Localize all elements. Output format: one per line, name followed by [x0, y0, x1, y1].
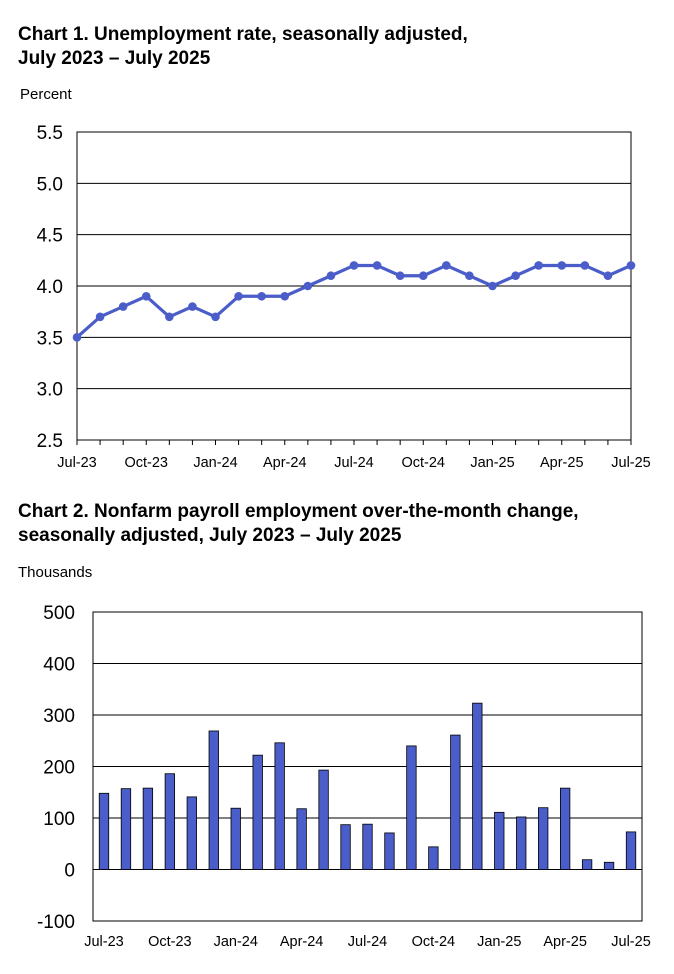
chart2-bar: [625, 831, 637, 870]
chart1-y-tick-label: 3.0: [37, 380, 63, 401]
chart2-y-tick-label: 300: [43, 706, 75, 727]
chart2-bar: [428, 846, 439, 870]
chart2-bar: [252, 754, 263, 870]
chart2-plot-frame: [92, 611, 643, 922]
chart1-data-point: [211, 312, 220, 322]
chart2-bar: [494, 811, 505, 870]
chart1-x-tick-label: Jan-25: [470, 455, 514, 471]
chart2-bar: [164, 773, 176, 870]
chart2-bar: [274, 742, 285, 870]
chart1-data-point: [626, 261, 636, 270]
chart2-bar: [120, 788, 132, 870]
unemployment-line-chart: 5.5 5.0 4.5 4.0 3.5 3.0 2.5 Jul-23 Oct-23 Jan-24 A…: [37, 123, 651, 471]
chart1-y-tick-label: 4.0: [37, 277, 63, 298]
chart1-x-tick-label: Apr-25: [540, 455, 584, 471]
chart2-title-line1: Chart 2. Nonfarm payroll employment over…: [18, 501, 579, 522]
chart1-data-point: [395, 271, 405, 281]
chart2-y-tick-label: 100: [43, 809, 75, 830]
chart2-x-tick-label: Jul-25: [611, 934, 651, 950]
chart2-x-tick-label: Oct-24: [412, 934, 456, 950]
chart1-data-point: [488, 281, 497, 291]
chart2-bar: [142, 787, 154, 870]
chart2-bar: [208, 730, 219, 870]
chart1-x-tick-label: Jul-25: [611, 455, 651, 471]
chart1-y-tick-label: 3.5: [37, 328, 63, 349]
chart1-y-tick-label: 5.5: [37, 123, 63, 144]
chart1-data-point: [557, 261, 567, 270]
chart1-data-point: [534, 261, 543, 270]
chart1-x-tick-label: Jul-23: [57, 455, 97, 471]
chart2-bar: [559, 787, 571, 870]
chart1-data-point: [141, 291, 151, 301]
chart2-bar: [384, 832, 395, 870]
chart1-data-point: [418, 271, 428, 281]
chart1-data-point: [188, 302, 197, 311]
chart1-y-tick-label: 4.5: [37, 226, 63, 247]
chart1-data-point: [326, 271, 336, 281]
chart1-data-point: [442, 261, 451, 270]
chart2-bar: [340, 824, 351, 870]
chart1-title: Chart 1. Unemployment rate, seasonally a…: [18, 23, 468, 71]
chart1-data-point: [257, 291, 266, 301]
chart2-bar: [296, 808, 307, 870]
chart1-title-line1: Chart 1. Unemployment rate, seasonally a…: [18, 24, 468, 45]
chart1-data-point: [511, 271, 520, 281]
chart1-x-tick-label: Jan-24: [193, 455, 237, 471]
chart2-bar: [98, 792, 110, 870]
chart1-data-point: [349, 261, 359, 270]
chart2-bar: [362, 823, 373, 870]
chart2-y-tick-label: -100: [37, 912, 75, 933]
chart2-bar: [603, 861, 615, 870]
chart2-title: Chart 2. Nonfarm payroll employment over…: [18, 500, 579, 548]
chart1-y-unit-label: Percent: [20, 86, 72, 103]
chart2-y-unit-label: Thousands: [18, 564, 93, 581]
chart2-title-line2: seasonally adjusted, July 2023 – July 20…: [18, 525, 402, 546]
chart2-y-tick-label: 200: [43, 758, 75, 779]
chart2-bar: [450, 734, 461, 870]
chart1-y-tick-label: 2.5: [37, 431, 63, 452]
chart1-data-point: [234, 291, 243, 301]
chart1-data-point: [303, 281, 313, 291]
chart1-data-point: [165, 312, 174, 322]
chart2-x-tick-label: Jan-24: [214, 934, 258, 950]
chart2-bar: [516, 816, 527, 870]
chart1-title-line2: July 2023 – July 2025: [18, 48, 211, 69]
chart2-x-tick-label: Jul-23: [84, 934, 124, 950]
chart1-x-tick-label: Jul-24: [334, 455, 374, 471]
chart1-data-point: [465, 271, 474, 281]
chart1-data-point: [372, 261, 382, 270]
chart2-bar: [538, 807, 549, 870]
chart2-x-tick-label: Jan-25: [477, 934, 521, 950]
chart2-y-tick-label: 500: [43, 603, 75, 624]
chart2-bar: [186, 796, 197, 870]
chart2-x-tick-label: Oct-23: [148, 934, 192, 950]
chart1-data-point: [118, 302, 128, 311]
chart2-bar: [581, 859, 593, 870]
chart2-x-tick-label: Apr-25: [543, 934, 587, 950]
chart1-x-tick-label: Oct-23: [124, 455, 168, 471]
chart1-y-tick-label: 5.0: [37, 174, 63, 195]
chart1-data-point: [603, 271, 613, 281]
chart2-bar: [472, 702, 483, 870]
chart1-x-tick-label: Apr-24: [263, 455, 307, 471]
chart1-data-point: [95, 312, 105, 322]
chart1-data-point: [580, 261, 590, 270]
chart2-bar: [230, 807, 241, 870]
chart2-bar: [318, 769, 329, 870]
chart2-bar: [406, 745, 417, 870]
chart1-data-point: [72, 333, 82, 342]
chart2-y-tick-label: 400: [43, 655, 75, 676]
chart1-x-tick-label: Oct-24: [401, 455, 445, 471]
chart2-y-tick-label: 0: [64, 861, 75, 882]
chart2-x-tick-label: Apr-24: [280, 934, 324, 950]
chart2-x-tick-label: Jul-24: [348, 934, 388, 950]
chart1-data-point: [280, 291, 290, 301]
